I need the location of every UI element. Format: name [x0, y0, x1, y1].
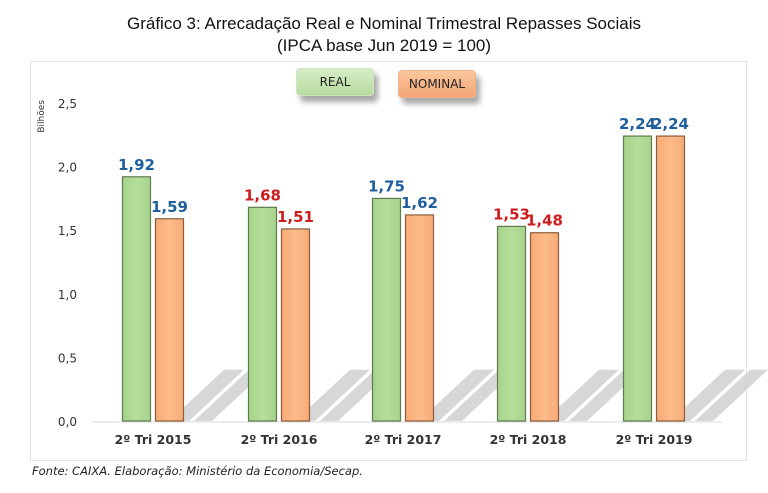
legend-real: REAL [296, 68, 374, 96]
chart-title: Gráfico 3: Arrecadação Real e Nominal Tr… [127, 14, 641, 33]
legend-nominal: NOMINAL [398, 70, 476, 98]
data-label-nominal: 1,48 [526, 212, 563, 230]
bar-real [247, 206, 278, 422]
bar-real [121, 176, 152, 422]
bar-shadow [670, 369, 745, 421]
bar-nominal [529, 232, 560, 422]
data-label-real: 1,75 [368, 177, 405, 195]
data-label-real: 1,53 [493, 205, 530, 223]
x-tick-label: 2º Tri 2019 [616, 432, 693, 447]
data-label-nominal: 1,59 [151, 198, 188, 216]
data-label-real: 2,24 [619, 115, 656, 133]
bar-shadow [544, 369, 619, 421]
x-tick-label: 2º Tri 2018 [490, 432, 567, 447]
data-label-real: 1,68 [244, 186, 281, 204]
chart-frame [30, 61, 747, 461]
bar-shadow [169, 369, 244, 421]
data-label-nominal: 1,51 [277, 208, 314, 226]
bar-nominal [404, 214, 435, 422]
y-tick-label: 2,5 [58, 97, 77, 111]
bar-shadow [419, 369, 494, 421]
bar-real [371, 197, 402, 422]
bar-real [622, 135, 653, 422]
data-label-real: 1,92 [118, 156, 155, 174]
x-tick-label: 2º Tri 2017 [365, 432, 442, 447]
y-tick-label: 1,0 [58, 288, 77, 302]
bar-nominal [280, 228, 311, 422]
y-tick-label: 1,5 [58, 224, 77, 238]
y-axis-label: Bilhões [37, 100, 47, 133]
chart-subtitle: (IPCA base Jun 2019 = 100) [276, 36, 492, 55]
bar-shadow [295, 369, 370, 421]
bar-shadow [695, 369, 768, 421]
data-label-nominal: 2,24 [652, 115, 689, 133]
x-tick-label: 2º Tri 2015 [115, 432, 192, 447]
bar-nominal [655, 135, 686, 422]
x-tick-label: 2º Tri 2016 [241, 432, 318, 447]
bar-real [496, 225, 527, 422]
y-tick-label: 0,0 [58, 415, 77, 429]
y-tick-label: 2,0 [58, 161, 77, 175]
bar-nominal [154, 218, 185, 422]
source-note: Fonte: CAIXA. Elaboração: Ministério da … [32, 464, 363, 478]
data-label-nominal: 1,62 [401, 194, 438, 212]
y-tick-label: 0,5 [58, 351, 77, 365]
